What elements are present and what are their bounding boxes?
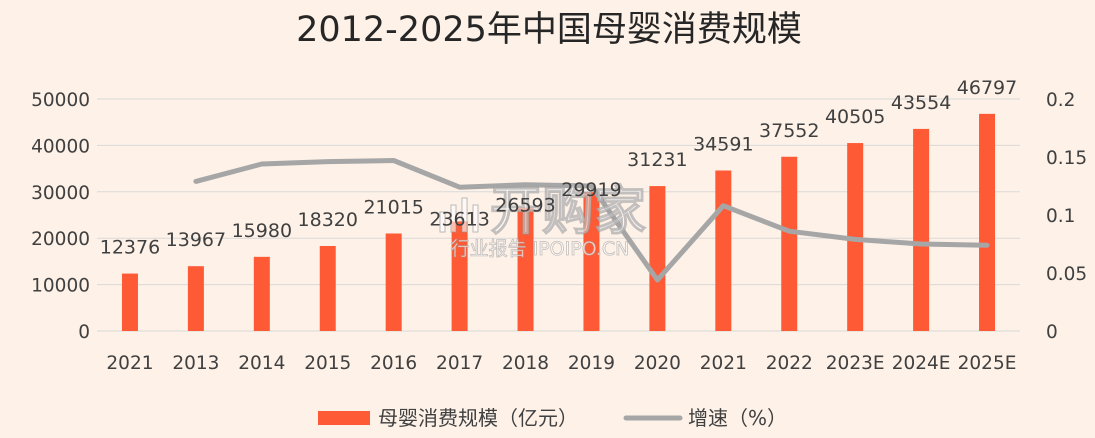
x-tick-label-9: 2021 — [700, 353, 747, 374]
left-tick-label-2: 20000 — [31, 229, 90, 250]
left-tick-label-1: 10000 — [31, 276, 90, 297]
left-tick-label-5: 50000 — [31, 90, 90, 111]
consumption-bar-8 — [649, 186, 666, 331]
x-tick-label-2: 2014 — [238, 353, 285, 374]
legend-bar-label: 母婴消费规模（亿元） — [378, 406, 578, 430]
right-tick-label-3: 0.15 — [1046, 148, 1087, 169]
data-label-8: 31231 — [627, 149, 687, 171]
watermark-logo-stroke — [450, 204, 457, 233]
x-tick-label-4: 2016 — [370, 353, 417, 374]
consumption-bar-12 — [913, 128, 930, 331]
watermark: 开购家 行业报告 IPOIPO.CN — [439, 181, 647, 260]
data-label-5: 23613 — [429, 208, 489, 230]
data-label-1: 13967 — [166, 229, 226, 251]
right-tick-label-1: 0.05 — [1046, 264, 1087, 285]
legend-line-label: 增速（%） — [688, 406, 787, 430]
x-tick-label-11: 2023E — [826, 353, 885, 374]
x-tick-label-3: 2015 — [304, 353, 351, 374]
chart-title: 2012-2025年中国母婴消费规模 — [296, 10, 802, 50]
left-axis-labels: 0 10000 20000 30000 40000 50000 — [31, 90, 90, 343]
right-tick-label-0: 0 — [1046, 322, 1058, 343]
x-axis-labels: 2021 2013 2014 2015 2016 2017 2018 2019 2020 2021… — [106, 353, 1016, 374]
left-tick-label-0: 0 — [78, 322, 90, 343]
consumption-bar-7 — [583, 192, 600, 331]
data-label-7: 29919 — [561, 179, 621, 201]
legend-bar-swatch — [318, 411, 370, 425]
watermark-logo-stroke — [439, 211, 446, 233]
right-tick-label-4: 0.2 — [1046, 90, 1075, 111]
consumption-bar-0 — [121, 273, 138, 331]
x-tick-label-1: 2013 — [172, 353, 219, 374]
watermark-logo-stroke — [461, 197, 468, 233]
watermark-caption: 行业报告 IPOIPO.CN — [451, 238, 630, 260]
x-tick-label-13: 2025E — [958, 353, 1017, 374]
watermark-brand: 开购家 — [490, 182, 646, 242]
watermark-logo-icon — [439, 197, 479, 233]
data-label-6: 26593 — [495, 195, 555, 217]
consumption-bar-3 — [319, 245, 336, 331]
data-label-11: 40505 — [825, 106, 885, 128]
data-label-9: 34591 — [693, 133, 753, 155]
data-label-3: 18320 — [298, 209, 358, 231]
growth-line-series — [193, 158, 990, 283]
right-tick-label-2: 0.1 — [1046, 206, 1075, 227]
legend: 母婴消费规模（亿元） 增速（%） — [318, 406, 787, 430]
x-tick-label-8: 2020 — [634, 353, 681, 374]
left-tick-label-3: 30000 — [31, 183, 90, 204]
data-label-10: 37552 — [759, 120, 819, 142]
consumption-bar-13 — [979, 113, 996, 331]
x-tick-label-6: 2018 — [502, 353, 549, 374]
x-tick-label-0: 2021 — [106, 353, 153, 374]
data-label-13: 46797 — [957, 77, 1017, 99]
data-label-0: 12376 — [100, 237, 160, 259]
data-label-12: 43554 — [891, 92, 951, 114]
watermark-logo-stroke — [472, 204, 479, 233]
consumption-bar-6 — [517, 207, 534, 331]
consumption-bar-1 — [187, 266, 204, 331]
x-tick-label-5: 2017 — [436, 353, 483, 374]
consumption-bar-10 — [781, 156, 798, 331]
right-axis-labels: 0 0.05 0.1 0.15 0.2 — [1046, 90, 1087, 343]
consumption-bar-4 — [385, 233, 402, 331]
growth-rate-line — [193, 158, 990, 283]
gridlines — [97, 98, 1020, 332]
x-tick-label-10: 2022 — [766, 353, 813, 374]
consumption-bar-2 — [253, 256, 270, 331]
left-tick-label-4: 40000 — [31, 136, 90, 157]
x-tick-label-7: 2019 — [568, 353, 615, 374]
consumption-bar-5 — [451, 221, 468, 331]
x-tick-label-12: 2024E — [892, 353, 951, 374]
data-label-2: 15980 — [232, 220, 292, 242]
data-label-4: 21015 — [363, 196, 423, 218]
consumption-bar-9 — [715, 170, 732, 331]
